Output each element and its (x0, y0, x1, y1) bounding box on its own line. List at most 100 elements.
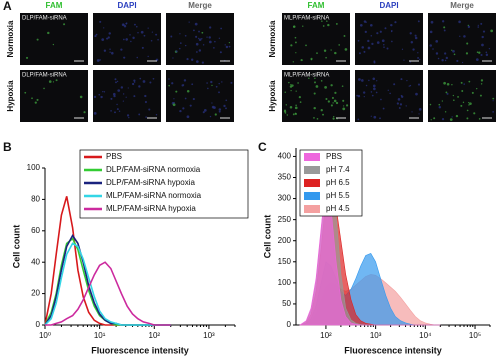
y-tick-label: 0 (36, 320, 41, 329)
y-tick-label: 60 (31, 226, 40, 235)
cell-dot (376, 32, 379, 35)
cell-dot (290, 83, 292, 86)
cell-dot (457, 95, 459, 98)
cell-dot (194, 22, 198, 26)
cell-dot (109, 51, 111, 53)
cell-dot (437, 57, 440, 60)
cell-dot (186, 58, 189, 61)
cell-dot (373, 61, 376, 64)
cell-dot (120, 48, 123, 51)
cell-dot (140, 30, 144, 34)
cell-dot (345, 104, 349, 107)
cell-dot (390, 30, 393, 33)
cell-dot (443, 26, 446, 29)
cell-dot (399, 103, 403, 106)
cell-dot (125, 96, 127, 98)
cell-dot (183, 79, 187, 82)
cell-dot (295, 90, 297, 92)
cell-dot (403, 59, 405, 61)
legend-label: pH 7.4 (326, 165, 350, 174)
cell-dot (442, 20, 445, 23)
cell-dot (225, 45, 229, 49)
cell-dot (463, 83, 465, 85)
cell-dot (117, 89, 121, 92)
cell-dot (179, 42, 182, 45)
cell-dot (134, 23, 136, 26)
cell-dot (290, 44, 293, 47)
y-tick-label: 300 (278, 194, 292, 203)
cell-dot (186, 89, 190, 93)
cell-dot (170, 35, 173, 38)
cell-dot (323, 49, 327, 52)
cell-dot (184, 44, 187, 47)
cell-dot (371, 94, 374, 97)
cell-dot (475, 58, 479, 61)
cell-dot (120, 86, 124, 89)
cell-dot (298, 96, 301, 99)
cell-dot (284, 112, 287, 114)
x-axis-label: Fluorescence intensity (344, 345, 442, 355)
cell-dot (126, 114, 130, 117)
cell-dot (283, 110, 287, 113)
y-tick-label: 50 (282, 299, 291, 308)
cell-dot (314, 77, 316, 80)
cell-dot (128, 116, 130, 119)
micrograph (166, 70, 234, 122)
cell-dot (342, 107, 346, 111)
legend-label: MLP/FAM-siRNA hypoxia (106, 204, 196, 213)
cell-dot (94, 35, 97, 38)
cell-dot (292, 61, 294, 63)
cell-dot (302, 25, 304, 27)
x-tick-label: 10⁵ (469, 331, 481, 340)
cell-dot (361, 46, 364, 49)
cell-dot (188, 21, 190, 23)
y-tick-label: 350 (278, 173, 292, 182)
cell-dot (116, 80, 119, 83)
cell-dot (480, 79, 484, 82)
cell-dot (438, 103, 441, 106)
cell-dot (192, 97, 195, 101)
cell-dot (211, 102, 213, 104)
cell-dot (400, 94, 403, 97)
histogram-line (44, 233, 171, 326)
cell-dot (343, 35, 346, 37)
micrograph (20, 70, 88, 122)
cell-dot (444, 52, 447, 55)
cell-dot (173, 98, 175, 100)
cell-dot (330, 84, 333, 87)
cell-dot (370, 23, 373, 27)
cell-dot (492, 110, 495, 113)
cell-dot (330, 49, 332, 51)
cell-dot (25, 56, 29, 59)
column-header: FAM (308, 1, 325, 10)
cell-dot (310, 58, 313, 61)
cell-dot (380, 98, 382, 101)
cell-dot (168, 84, 170, 87)
cell-dot (225, 99, 228, 102)
cell-dot (433, 117, 436, 120)
cell-dot (445, 56, 448, 60)
cell-dot (418, 58, 421, 61)
cell-dot (136, 56, 139, 59)
x-tick-label: 10¹ (94, 331, 106, 340)
cell-dot (24, 91, 27, 94)
cell-dot (196, 51, 198, 53)
y-tick-label: 40 (31, 257, 40, 266)
cell-dot (218, 82, 220, 85)
cell-dot (327, 100, 331, 103)
cell-dot (103, 49, 107, 52)
cell-dot (145, 116, 147, 118)
cell-dot (412, 48, 415, 51)
cell-dot (155, 113, 158, 116)
cell-dot (112, 92, 116, 96)
legend-box (79, 149, 249, 219)
cell-dot (52, 43, 55, 46)
cell-dot (291, 84, 294, 87)
cell-dot (408, 85, 410, 87)
cell-dot (417, 20, 420, 23)
cell-dot (379, 30, 382, 33)
cell-dot (451, 116, 453, 118)
cell-dot (406, 79, 408, 82)
x-tick-label: 10³ (203, 331, 215, 340)
